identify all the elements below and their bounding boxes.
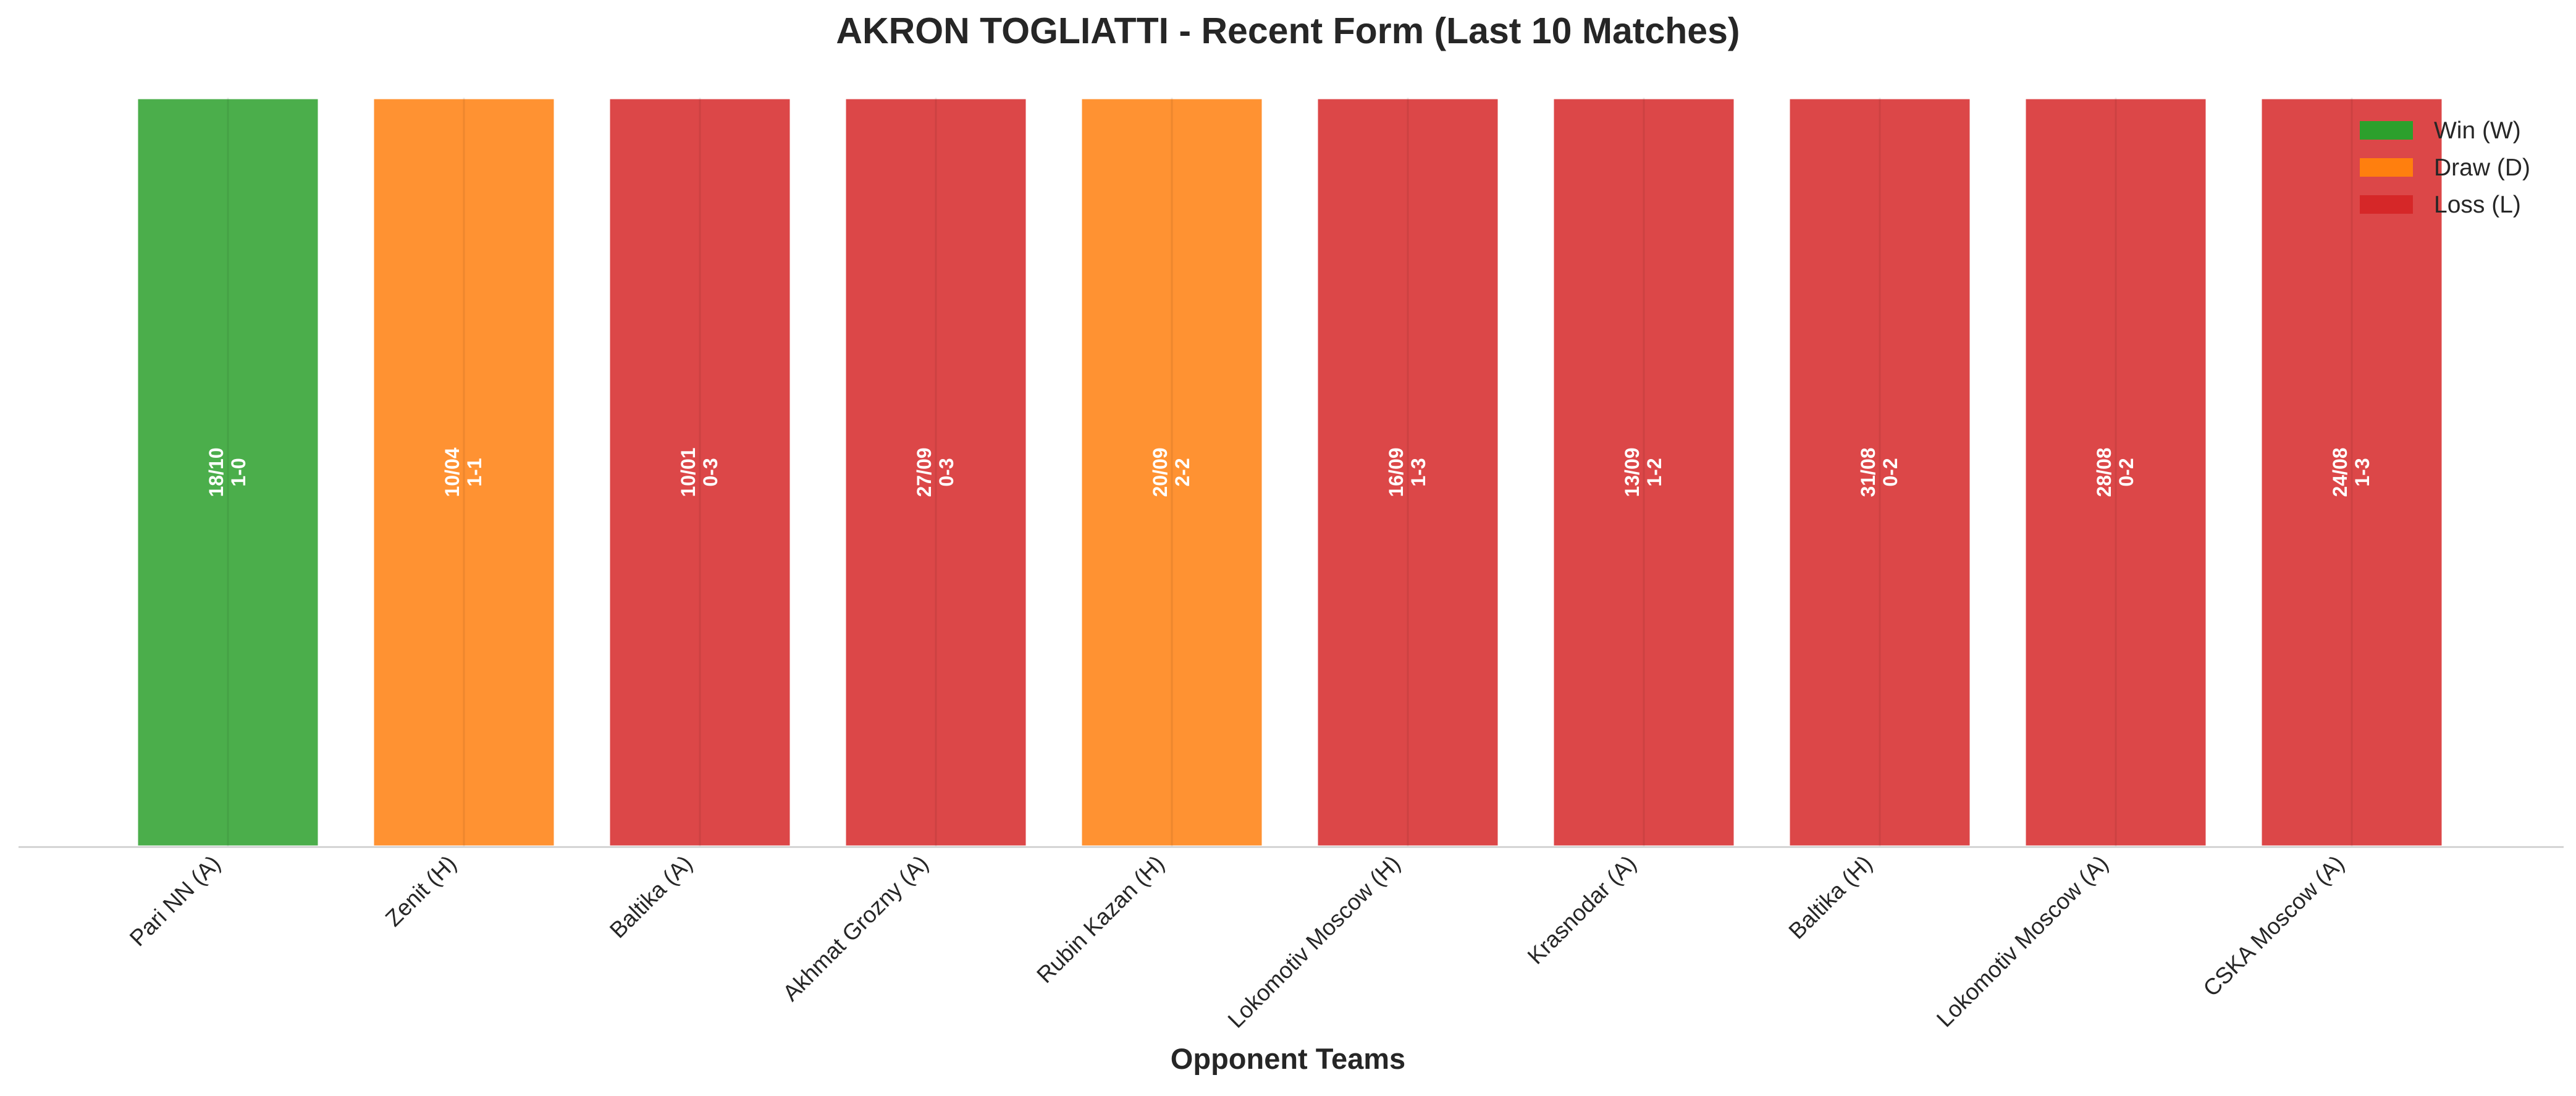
x-tick-label: Lokomotiv Moscow (A) (1932, 851, 2113, 1032)
bar-label: 27/090-3 (913, 447, 958, 497)
bar-1 (135, 96, 321, 849)
bar-label: 10/041-1 (441, 447, 486, 497)
bar-2 (371, 96, 557, 849)
bar-10 (2258, 96, 2445, 849)
bar-5 (1079, 96, 1265, 849)
x-tick-label: Lokomotiv Moscow (H) (1223, 851, 1405, 1033)
bar-score-label: 1-2 (1643, 458, 1665, 486)
x-tick-label: Pari NN (A) (125, 851, 225, 951)
bar-label: 20/092-2 (1149, 447, 1193, 497)
bar-date-label: 27/09 (913, 447, 935, 497)
bar-7 (1551, 96, 1737, 849)
bar-label: 18/101-0 (205, 447, 250, 497)
bar-label: 31/080-2 (1857, 447, 1901, 497)
bar-score-label: 0-2 (1879, 458, 1901, 486)
bar-date-label: 31/08 (1857, 447, 1879, 497)
bar-label: 28/080-2 (2093, 447, 2137, 497)
bar-score-label: 2-2 (1171, 458, 1193, 486)
bar-4 (843, 96, 1029, 849)
bar-date-label: 28/08 (2093, 447, 2115, 497)
bar-date-label: 13/09 (1621, 447, 1643, 497)
bar-score-label: 0-3 (935, 458, 958, 486)
bar-score-label: 0-3 (699, 458, 722, 486)
x-tick-label: Baltika (H) (1784, 851, 1877, 944)
bar-label: 16/091-3 (1385, 447, 1429, 497)
legend-swatch-w (2360, 121, 2413, 140)
chart-title: AKRON TOGLIATTI - Recent Form (Last 10 M… (836, 11, 1740, 51)
bar-label: 24/081-3 (2329, 447, 2373, 497)
bar-date-label: 10/04 (441, 447, 463, 497)
x-tick-label: CSKA Moscow (A) (2198, 851, 2349, 1001)
bars-layer: 18/101-0 10/041-1 10/010-3 27/090-3 20/092-2… (135, 96, 2445, 849)
x-tick-label: Baltika (A) (605, 851, 697, 943)
bar-3 (607, 96, 793, 849)
legend-label-l: Loss (L) (2434, 192, 2521, 218)
bar-score-label: 1-3 (1407, 458, 1429, 486)
x-tick-label: Rubin Kazan (H) (1032, 851, 1169, 988)
bar-score-label: 1-0 (227, 458, 250, 486)
bar-score-label: 1-1 (463, 458, 486, 486)
bar-date-label: 16/09 (1385, 447, 1407, 497)
legend-swatch-d (2360, 158, 2413, 177)
x-tick-label: Akhmat Grozny (A) (778, 851, 933, 1006)
x-tick-label: Krasnodar (A) (1523, 851, 1641, 969)
bar-score-label: 1-3 (2351, 458, 2373, 486)
bar-date-label: 24/08 (2329, 447, 2351, 497)
legend-label-w: Win (W) (2434, 117, 2521, 144)
legend-swatch-l (2360, 195, 2413, 214)
x-tick-label: Zenit (H) (381, 851, 461, 932)
bar-date-label: 18/10 (205, 447, 227, 497)
legend-label-d: Draw (D) (2434, 154, 2530, 181)
bar-label: 13/091-2 (1621, 447, 1665, 497)
bar-score-label: 0-2 (2115, 458, 2137, 486)
x-tick-labels: Pari NN (A) Zenit (H) Baltika (A) Akhmat Gr… (125, 851, 2349, 1033)
bar-date-label: 10/01 (677, 447, 699, 497)
legend: Win (W) Draw (D) Loss (L) (2360, 117, 2530, 218)
bar-6 (1315, 96, 1501, 849)
bar-label: 10/010-3 (677, 447, 722, 497)
bar-date-label: 20/09 (1149, 447, 1171, 497)
x-axis-label: Opponent Teams (1171, 1042, 1405, 1075)
